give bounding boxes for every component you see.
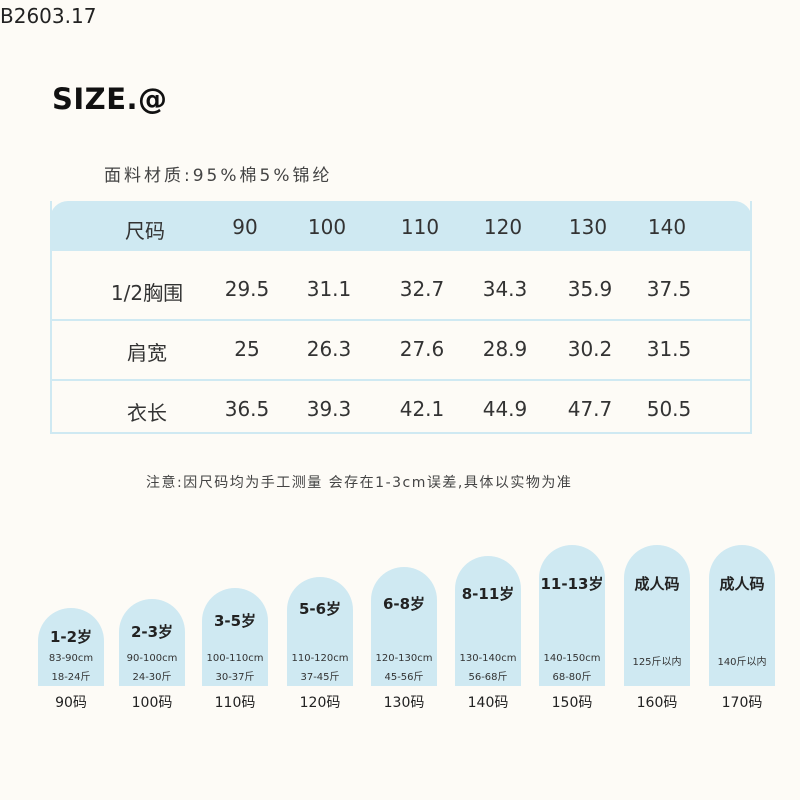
size-card: 2-3岁 90-100cm 24-30斤 [119,599,185,686]
size-age: 8-11岁 [461,585,515,603]
table-cell: 36.5 [224,397,270,421]
size-height: 120-130cm [375,653,433,664]
size-height: 125斤以内 [632,657,682,668]
size-height: 130-140cm [459,653,517,664]
header-cell: 120 [483,215,523,239]
size-label: 90码 [55,695,87,711]
table-cell: 29.5 [224,277,270,301]
size-label: 110码 [214,695,256,711]
table-cell: 37.5 [646,277,692,301]
table-cell: 34.3 [482,277,528,301]
table-cell: 31.1 [306,277,352,301]
size-weight: 24-30斤 [132,672,172,683]
size-table: 尺码 90 100 110 120 130 140 1/2胸围 29.5 31.… [50,201,752,434]
table-header: 尺码 90 100 110 120 130 140 [50,201,752,251]
size-age: 11-13岁 [540,575,604,593]
size-label: 160码 [636,695,678,711]
table-cell: 30.2 [567,337,613,361]
table-cell: 28.9 [482,337,528,361]
table-cell: 27.6 [399,337,445,361]
header-cell: 140 [647,215,687,239]
size-weight: 68-80斤 [552,672,592,683]
size-label: 120码 [299,695,341,711]
table-cell: 47.7 [567,397,613,421]
material-text: 面料材质:95%棉5%锦纶 [104,166,333,186]
table-cell: 42.1 [399,397,445,421]
size-height: 100-110cm [206,653,264,664]
brand-title: SIZE.@ [52,82,168,116]
table-cell: 44.9 [482,397,528,421]
measurement-note: 注意:因尺码均为手工测量 会存在1-3cm误差,具体以实物为准 [146,475,573,491]
table-cell: 25 [234,337,260,361]
header-cell: 130 [568,215,608,239]
size-height: 83-90cm [48,653,94,664]
size-age: 3-5岁 [213,612,257,630]
size-card: 1-2岁 83-90cm 18-24斤 [38,608,104,686]
size-label: 130码 [383,695,425,711]
size-age: 成人码 [634,575,680,593]
table-cell: 50.5 [646,397,692,421]
size-label: 170码 [721,695,763,711]
size-card: 成人码 140斤以内 [709,545,775,686]
size-age: 成人码 [719,575,765,593]
size-card: 3-5岁 100-110cm 30-37斤 [202,588,268,686]
size-height: 140斤以内 [717,657,767,668]
table-row: 衣长 36.5 39.3 42.1 44.9 47.7 50.5 [52,379,750,425]
product-code: B2603.17 [0,4,97,28]
size-age: 5-6岁 [298,600,342,618]
header-cell: 尺码 [125,219,165,243]
header-cell: 110 [400,215,440,239]
size-label: 150码 [551,695,593,711]
size-age: 2-3岁 [130,623,174,641]
table-row: 肩宽 25 26.3 27.6 28.9 30.2 31.5 [52,319,750,365]
size-card: 成人码 125斤以内 [624,545,690,686]
size-label: 140码 [467,695,509,711]
table-cell: 26.3 [306,337,352,361]
row-label: 肩宽 [127,341,167,365]
size-card: 6-8岁 120-130cm 45-56斤 [371,567,437,686]
table-cell: 35.9 [567,277,613,301]
size-weight: 18-24斤 [51,672,91,683]
size-label: 100码 [131,695,173,711]
header-cell: 90 [232,215,258,239]
size-height: 90-100cm [126,653,178,664]
size-age: 1-2岁 [49,628,93,646]
size-weight: 37-45斤 [300,672,340,683]
size-weight: 45-56斤 [384,672,424,683]
size-age: 6-8岁 [382,595,426,613]
size-weight: 56-68斤 [468,672,508,683]
row-label: 1/2胸围 [110,281,184,305]
header-cell: 100 [307,215,347,239]
table-cell: 39.3 [306,397,352,421]
size-height: 110-120cm [291,653,349,664]
table-cell: 31.5 [646,337,692,361]
size-weight: 30-37斤 [215,672,255,683]
size-card: 5-6岁 110-120cm 37-45斤 [287,577,353,686]
size-card: 11-13岁 140-150cm 68-80斤 [539,545,605,686]
size-height: 140-150cm [543,653,601,664]
size-card: 8-11岁 130-140cm 56-68斤 [455,556,521,686]
table-cell: 32.7 [399,277,445,301]
row-label: 衣长 [127,401,167,425]
